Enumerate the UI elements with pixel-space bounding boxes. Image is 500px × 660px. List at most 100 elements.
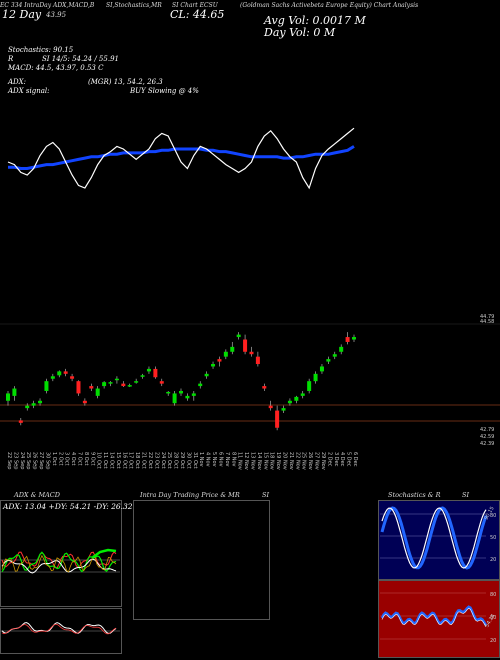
macd-readout: MACD: 44.5, 43.97, 0.53 C <box>8 64 104 72</box>
candle-body <box>185 395 190 399</box>
date-tick: 26 Sep <box>32 452 38 469</box>
date-tick: 4 Nov <box>205 452 211 467</box>
header-item: EC 334 IntraDay ADX,MACD,B <box>0 2 95 9</box>
stochastic-line <box>7 127 355 190</box>
date-tick: 30 Oct <box>185 452 191 469</box>
candle-body <box>153 368 158 378</box>
date-tick: 29 Oct <box>179 452 185 469</box>
candle-body <box>198 383 203 387</box>
candle-body <box>70 376 75 379</box>
candle-body <box>108 382 113 384</box>
day-label: 12 Day <box>2 8 42 21</box>
adx-extra-line <box>1 554 117 573</box>
candle-body <box>249 351 254 355</box>
candle-body <box>127 385 132 387</box>
candle-body <box>236 334 241 338</box>
date-tick: 27 Sep <box>38 452 44 469</box>
date-tick: 20 Nov <box>282 452 288 470</box>
adx-line <box>1 558 117 574</box>
date-tick: 22 Nov <box>294 452 300 470</box>
date-tick: 25 Oct <box>166 452 172 469</box>
candle-body <box>307 381 312 391</box>
stochastic-line-group <box>7 127 355 190</box>
date-tick: 11 Oct <box>102 452 108 469</box>
date-tick: 22 Oct <box>147 452 153 469</box>
date-tick: 2 Dec <box>326 452 332 467</box>
main-chart: 22 Sep 23 Sep 24 Sep 25 Sep 26 Sep 27 Sep 30 S… <box>0 127 500 470</box>
date-tick: 23 Sep <box>12 452 18 469</box>
date-tick: 3 Oct <box>64 452 70 465</box>
date-tick: 16 Oct <box>121 452 127 469</box>
date-tick: 6 Dec <box>352 452 358 467</box>
date-tick: 4 Dec <box>339 452 345 467</box>
close-price: CL: 44.65 <box>170 8 225 21</box>
date-tick: 24 Oct <box>160 452 166 469</box>
candle-body <box>89 386 94 389</box>
header-item: (Goldman Sachs Activebeta Europe Equity)… <box>240 2 419 9</box>
candle-body <box>146 368 151 372</box>
date-axis: 22 Sep 23 Sep 24 Sep 25 Sep 26 Sep 27 Sep 30 S… <box>6 452 358 470</box>
adx-panel <box>0 500 122 607</box>
stoch-panel-title: Stochastics & R <box>388 491 441 499</box>
date-tick: 2 Oct <box>57 452 63 465</box>
candle-body <box>223 351 228 357</box>
avg-volume: Avg Vol: 0.0017 M <box>264 14 366 27</box>
stoch-k-line <box>381 507 487 569</box>
candle-body <box>95 388 100 396</box>
candle-body <box>6 393 10 401</box>
candle-body <box>230 346 235 352</box>
rsi-tick: 20 <box>490 638 496 644</box>
candle-body <box>211 364 216 367</box>
date-tick: 7 Oct <box>76 452 82 465</box>
header-item: SI Chart ECSU <box>172 2 218 9</box>
date-tick: 8 Oct <box>83 452 89 465</box>
stoch-d-line <box>380 506 488 570</box>
candle-body <box>44 381 49 391</box>
rsi-lines <box>380 592 488 640</box>
date-tick: 6 Nov <box>217 452 223 467</box>
minus-di-line <box>1 551 117 569</box>
candle-body <box>319 366 324 372</box>
candle-body <box>12 388 17 396</box>
date-tick: 19 Nov <box>275 452 281 470</box>
candle-body <box>255 356 260 365</box>
date-tick: 9 Oct <box>89 452 95 465</box>
date-tick: 14 Nov <box>256 452 262 470</box>
adx-lines <box>0 548 120 574</box>
candle-body <box>352 337 356 340</box>
mr-panel-title-right: SI <box>262 491 270 499</box>
date-tick: 26 Nov <box>307 452 313 470</box>
date-tick: 27 Nov <box>314 452 320 470</box>
date-tick: 18 Nov <box>269 452 275 470</box>
date-tick: 18 Oct <box>134 452 140 469</box>
date-tick: 11 Nov <box>237 452 243 470</box>
date-tick: 13 Nov <box>249 452 255 470</box>
candle-body <box>159 381 164 384</box>
date-tick: 31 Oct <box>192 452 198 469</box>
candle-body <box>179 390 183 394</box>
date-tick: 1 Oct <box>51 452 57 465</box>
date-tick: 5 Nov <box>211 452 217 467</box>
candle-body <box>300 393 305 396</box>
candle-body <box>281 408 286 411</box>
adx-readout: ADX: 13.04 +DY: 54.21 -DY: 26.32 <box>3 502 133 511</box>
adx-label: ADX: <box>8 78 27 86</box>
candle-body <box>38 400 43 404</box>
candle-body <box>326 359 331 362</box>
candle-body <box>57 371 62 376</box>
candle-body <box>332 354 337 357</box>
macd-lines <box>0 622 120 635</box>
date-tick: 10 Oct <box>96 452 102 469</box>
date-tick: 22 Sep <box>6 452 12 469</box>
candle-body <box>102 382 107 387</box>
date-tick: 14 Oct <box>109 452 115 469</box>
si-readout-prefix: R <box>8 55 14 63</box>
date-tick: 21 Oct <box>141 452 147 469</box>
candle-body <box>172 393 177 404</box>
price-tick: 42.59 <box>480 434 494 440</box>
candle-body <box>25 405 30 409</box>
date-tick: 30 Sep <box>44 452 50 469</box>
candle-body <box>50 376 55 379</box>
price-tick: 44.58 <box>480 319 494 325</box>
